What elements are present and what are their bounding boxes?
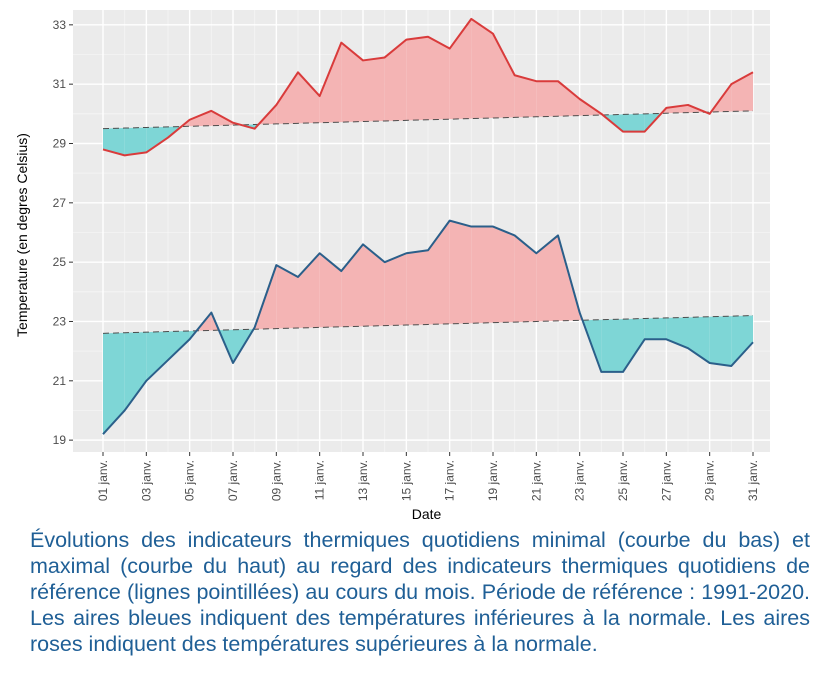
max-below-normal-area [623,113,645,132]
min-above-normal-area [363,244,385,327]
x-tick-label: 11 janv. [313,460,327,500]
y-tick-label: 29 [53,136,67,150]
x-tick-label: 27 janv. [659,460,673,501]
max-above-normal-area [189,110,212,127]
x-tick-label: 23 janv. [573,460,587,501]
min-above-normal-area [319,253,342,328]
max-above-normal-area [341,42,363,123]
temperature-chart: 19 21 23 25 27 29 31 33 01 janv. 03 janv. 05 janv… [14,10,770,522]
min-reference-line [102,315,754,334]
min-below-normal-area [124,332,147,411]
x-tick-label: 05 janv. [183,460,197,501]
min-above-normal-area [406,250,428,326]
x-tick-label: 31 janv. [746,460,760,501]
min-above-normal-area [514,235,537,323]
x-tick-label: 13 janv. [356,460,370,501]
y-tick-label: 31 [53,77,67,91]
x-tick-label: 19 janv. [486,460,500,501]
max-above-normal-area [384,39,407,121]
max-above-normal-area [471,18,493,119]
max-above-normal-area [363,57,385,122]
min-below-normal-area [601,319,623,372]
max-above-normal-area [298,72,320,124]
min-above-normal-area [471,226,493,324]
min-above-normal-area [449,220,472,324]
max-above-normal-area [449,18,472,120]
min-below-normal-area [709,316,732,366]
x-axis-ticks: 01 janv. 03 janv. 05 janv. 07 janv. 09 janv.… [96,452,760,501]
y-axis-ticks: 19 21 23 25 27 29 31 33 [53,18,73,447]
max-below-normal-area [124,127,147,156]
temperature-lines [102,17,754,435]
min-below-normal-area [731,315,753,366]
x-tick-label: 17 janv. [443,460,457,501]
y-tick-label: 33 [53,18,67,32]
x-tick-label: 29 janv. [703,460,717,501]
y-tick-label: 21 [53,374,67,388]
max-below-normal-area [146,126,168,153]
x-axis-title: Date [412,506,442,522]
anomaly-areas [103,18,753,435]
min-above-normal-area [384,253,407,326]
x-tick-label: 03 janv. [139,460,153,501]
min-above-normal-area [428,220,450,325]
min-temperature-line [102,219,754,435]
reference-lines [102,110,754,334]
y-tick-label: 23 [53,314,67,328]
max-above-normal-area [558,81,580,117]
x-tick-label: 01 janv. [96,460,110,501]
min-below-normal-area [168,330,190,361]
max-above-normal-area [536,81,558,117]
max-above-normal-area [428,36,450,120]
y-tick-label: 27 [53,196,67,210]
min-above-normal-area [276,265,298,329]
min-below-normal-area [623,318,645,372]
y-axis-title: Temperature (en degres Celsius) [14,133,30,337]
y-tick-label: 19 [53,433,67,447]
chart-svg: 19 21 23 25 27 29 31 33 01 janv. 03 janv. 05 janv… [14,10,770,522]
max-above-normal-area [493,33,515,118]
x-tick-label: 25 janv. [616,460,630,501]
max-above-normal-area [406,36,428,121]
y-tick-label: 25 [53,255,67,269]
min-below-normal-area [103,332,125,435]
x-tick-label: 21 janv. [529,460,543,501]
max-temperature-line [102,17,754,157]
x-tick-label: 07 janv. [226,460,240,501]
max-above-normal-area [514,75,537,118]
figure-caption: Évolutions des indicateurs thermiques qu… [30,528,810,656]
x-tick-label: 09 janv. [269,460,283,501]
max-reference-line [102,110,754,130]
x-tick-label: 15 janv. [399,460,413,501]
min-above-normal-area [493,226,515,323]
min-above-normal-area [536,235,558,322]
grid-lines [73,10,770,452]
min-below-normal-area [146,331,168,381]
max-above-normal-area [319,42,342,123]
max-below-normal-area [168,126,182,138]
max-below-normal-area [103,128,125,156]
max-above-normal-area [276,72,298,124]
min-below-normal-area [644,317,667,340]
max-above-normal-area [666,104,688,114]
